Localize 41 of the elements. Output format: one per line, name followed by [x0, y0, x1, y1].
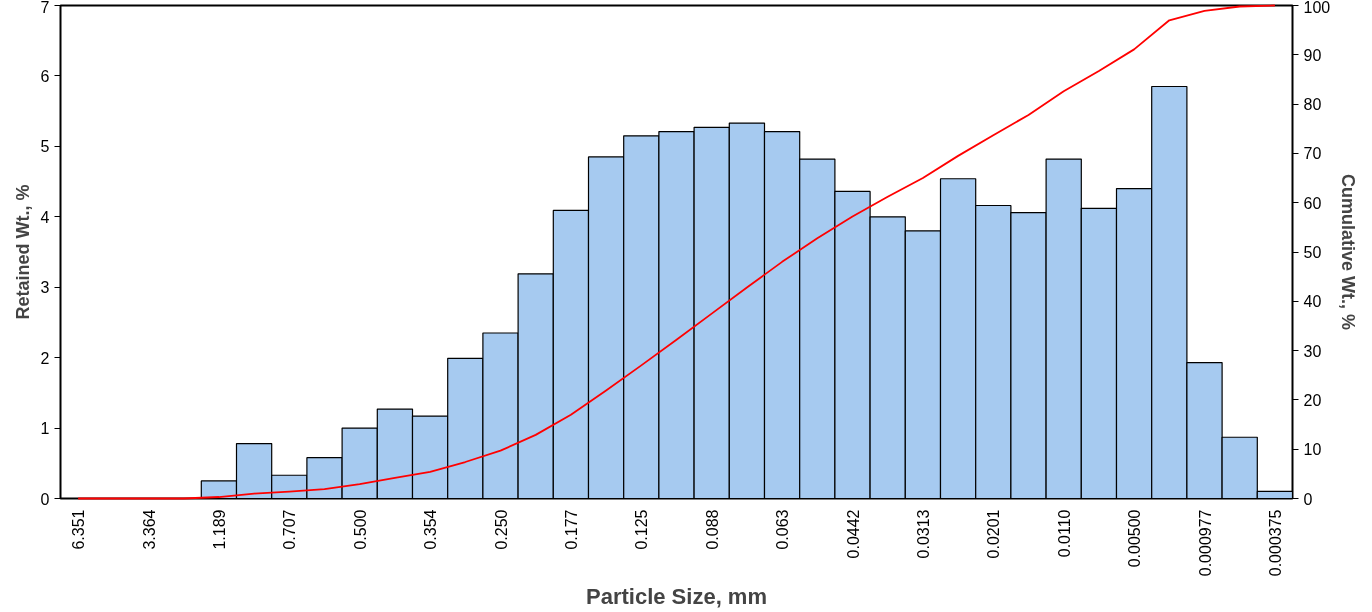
y-tick-label: 6 [40, 67, 50, 85]
x-tick-label: 0.0442 [844, 509, 862, 559]
y2-tick-label: 60 [1303, 194, 1322, 212]
x-tick-label: 0.063 [774, 509, 792, 550]
x-tick-label: 0.0313 [914, 509, 932, 559]
y2-tick-label: 70 [1303, 145, 1322, 163]
y-tick-label: 5 [40, 138, 50, 156]
y2-axis-title: Cumulative Wt., % [1338, 173, 1359, 331]
y2-tick-label: 90 [1303, 46, 1322, 64]
y-axis-title: Retained Wt., % [12, 184, 33, 320]
y2-tick-label: 20 [1303, 391, 1322, 409]
x-tick-label: 0.0201 [985, 509, 1003, 559]
x-tick-label: 0.000375 [1266, 509, 1284, 577]
x-tick-label: 0.00500 [1126, 509, 1144, 568]
x-tick-label: 0.0110 [1055, 509, 1073, 558]
y2-tick-label: 30 [1303, 342, 1322, 360]
y-tick-label: 4 [40, 208, 50, 226]
x-tick-label: 0.250 [492, 509, 510, 550]
y2-tick-label: 0 [1303, 490, 1313, 508]
y-tick-label: 1 [40, 420, 50, 438]
x-tick-label: 0.088 [703, 509, 721, 550]
x-tick-label: 6.351 [70, 509, 88, 550]
x-tick-label: 3.364 [140, 509, 158, 550]
y-tick-label: 0 [40, 490, 50, 508]
y2-tick-label: 50 [1303, 244, 1322, 261]
y2-tick-label: 10 [1303, 441, 1322, 459]
x-tick-label: 1.189 [210, 509, 228, 550]
y-tick-label: 2 [40, 349, 50, 367]
y2-tick-label: 40 [1303, 293, 1322, 311]
x-axis-title: Particle Size, mm [586, 584, 767, 610]
x-tick-label: 0.000977 [1196, 509, 1214, 577]
x-tick-label: 0.500 [351, 509, 369, 550]
line-series [77, 4, 1276, 500]
x-tick-label: 0.354 [422, 509, 440, 550]
x-tick-label: 0.177 [562, 509, 580, 550]
y-tick-label: 3 [40, 279, 50, 297]
x-tick-label: 0.125 [633, 509, 651, 550]
x-tick-label: 0.707 [281, 509, 299, 550]
y2-tick-label: 100 [1303, 0, 1331, 16]
y2-tick-label: 80 [1303, 96, 1322, 114]
y-tick-label: 7 [40, 0, 50, 16]
